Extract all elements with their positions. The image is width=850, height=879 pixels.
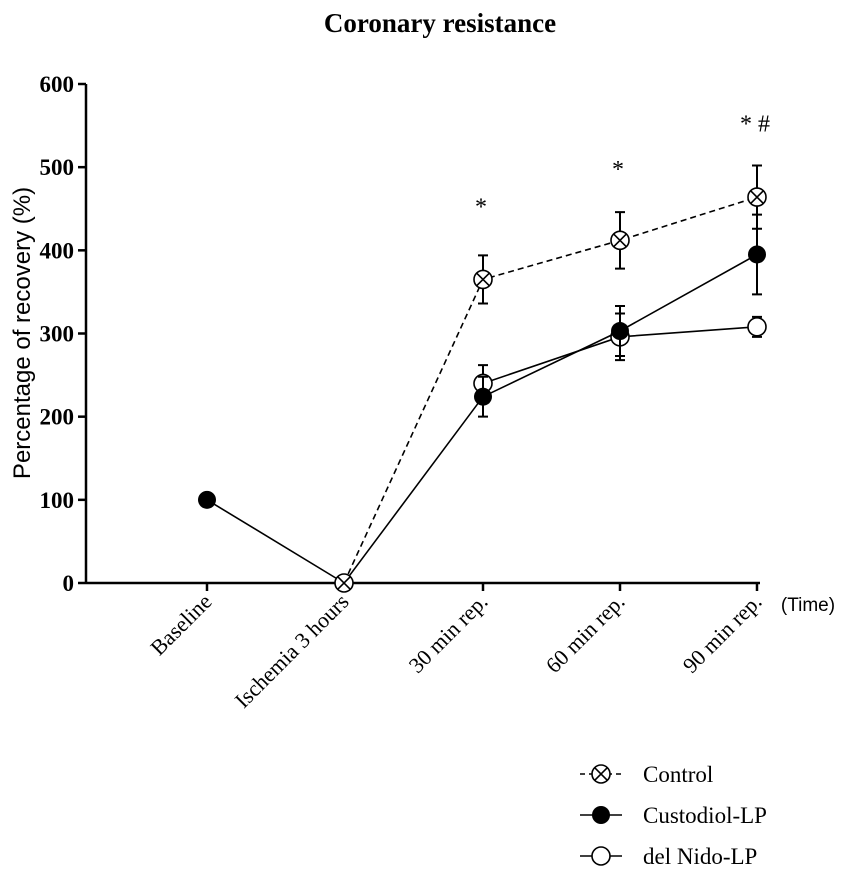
chart-title: Coronary resistance	[324, 8, 556, 38]
y-tick-label: 300	[40, 322, 75, 347]
legend-item: Custodiol-LP	[580, 803, 767, 828]
significance-annotation: *	[475, 195, 487, 221]
data-point	[474, 387, 492, 406]
x-tick-label: 90 min rep.	[678, 589, 767, 678]
y-tick-label: 400	[40, 238, 75, 263]
data-point-cross	[337, 576, 351, 590]
axes: 0 100 200 300 400 500 600 Baseline Ischemia 3 ho…	[40, 72, 767, 713]
legend-label: del Nido-LP	[643, 844, 757, 869]
y-tick-label: 100	[40, 488, 75, 513]
significance-annotation: * #	[740, 111, 770, 137]
series-group: * * * #	[198, 111, 770, 593]
x-tick-label: Baseline	[145, 589, 216, 660]
legend-item: del Nido-LP	[580, 844, 757, 869]
x-axis-label: (Time)	[781, 595, 835, 616]
legend-item: Control	[580, 762, 713, 787]
legend: Control Custodiol-LP del Nido-LP	[580, 762, 767, 869]
x-tick-label: 60 min rep.	[541, 589, 630, 678]
y-tick-label: 600	[40, 72, 75, 97]
legend-label: Custodiol-LP	[643, 803, 767, 828]
data-point-cross	[476, 272, 490, 287]
y-axis-label: Percentage of recovery (%)	[9, 187, 36, 479]
x-tick-label: Ischemia 3 hours	[230, 589, 354, 713]
significance-annotation: *	[612, 157, 624, 183]
data-point	[611, 322, 629, 341]
data-point-cross	[594, 767, 608, 781]
x-tick-label: 30 min rep.	[404, 589, 493, 678]
data-point	[748, 245, 766, 264]
data-point-cross	[750, 190, 764, 204]
data-point	[747, 317, 767, 337]
data-point	[198, 490, 216, 509]
legend-label: Control	[643, 762, 713, 787]
y-tick-label: 200	[40, 405, 75, 430]
series-control	[334, 164, 767, 593]
data-point-cross	[613, 233, 627, 248]
y-tick-label: 500	[40, 155, 75, 180]
data-point	[592, 806, 610, 824]
series-line	[343, 196, 758, 584]
data-point	[591, 846, 611, 866]
y-tick-label: 0	[63, 571, 75, 596]
